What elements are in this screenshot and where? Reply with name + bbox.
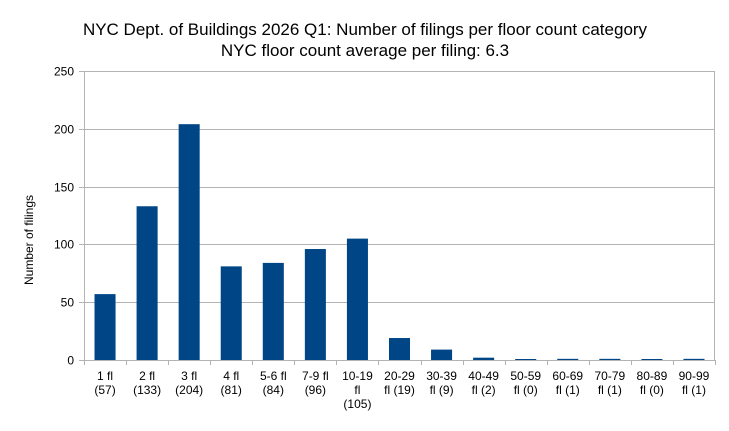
x-tick-label: 3 fl (181, 369, 197, 383)
x-tick-label: 90-99 (679, 369, 710, 383)
y-tick-label: 200 (54, 123, 74, 137)
x-tick-label: 30-39 (426, 369, 457, 383)
bar-8 (388, 338, 411, 360)
y-tick-label: 150 (54, 181, 74, 195)
bar-12 (557, 358, 579, 360)
x-tick-label: (57) (94, 383, 115, 397)
x-tick-label: fl (9) (430, 383, 454, 397)
x-tick-label: 7-9 fl (302, 369, 329, 383)
bar-1 (94, 294, 116, 360)
bar-3 (178, 124, 200, 361)
x-tick-label: fl (19) (384, 383, 415, 397)
x-tick-label: 60-69 (552, 369, 583, 383)
y-tick-label: 50 (61, 296, 75, 310)
x-tick-label: (204) (175, 383, 203, 397)
bar-14 (641, 359, 663, 360)
x-tick-label: (105) (343, 397, 371, 411)
bars (94, 124, 705, 361)
x-tick-label: 2 fl (139, 369, 155, 383)
x-tick-label: 20-29 (384, 369, 415, 383)
x-tick-label: fl (354, 383, 360, 397)
gridlines (79, 71, 716, 365)
bar-10 (473, 357, 495, 360)
bar-2 (136, 206, 158, 360)
y-tick-label: 100 (54, 238, 74, 252)
x-tick-label: fl (0) (514, 383, 538, 397)
x-tick-label: (81) (221, 383, 242, 397)
bar-6 (304, 249, 326, 360)
x-tick-label: 5-6 fl (260, 369, 287, 383)
x-tick-label: (133) (133, 383, 161, 397)
x-tick-label: 40-49 (468, 369, 499, 383)
bar-9 (431, 349, 453, 360)
x-axis-labels: 1 fl(57) 2 fl(133) 3 fl(204) 4 fl(81) 5-6 fl… (94, 369, 709, 411)
x-tick-label: fl (1) (682, 383, 706, 397)
bar-13 (599, 358, 621, 360)
bar-7 (346, 238, 368, 360)
x-tick-label: (84) (263, 383, 284, 397)
x-tick-label: 10-19 (342, 369, 373, 383)
y-axis-ticks: 0 50 100 150 200 250 (54, 65, 74, 368)
x-tick-label: fl (1) (598, 383, 622, 397)
x-tick-label: 4 fl (223, 369, 239, 383)
x-tick-label: 1 fl (97, 369, 113, 383)
bar-11 (515, 359, 537, 360)
chart-title: NYC Dept. of Buildings 2026 Q1: Number o… (83, 20, 648, 39)
x-tick-label: 80-89 (637, 369, 668, 383)
bar-5 (262, 262, 284, 360)
y-tick-label: 0 (67, 354, 74, 368)
x-tick-label: fl (1) (556, 383, 580, 397)
x-tick-label: 50-59 (510, 369, 541, 383)
x-tick-label: 70-79 (594, 369, 625, 383)
y-axis-title: Number of filings (22, 195, 36, 285)
x-tick-label: fl (2) (472, 383, 496, 397)
chart-subtitle: NYC floor count average per filing: 6.3 (221, 41, 509, 60)
x-tick-label: fl (0) (640, 383, 664, 397)
bar-4 (220, 266, 242, 360)
x-tick-label: (96) (305, 383, 326, 397)
y-tick-label: 250 (54, 65, 74, 79)
bar-15 (683, 358, 705, 360)
